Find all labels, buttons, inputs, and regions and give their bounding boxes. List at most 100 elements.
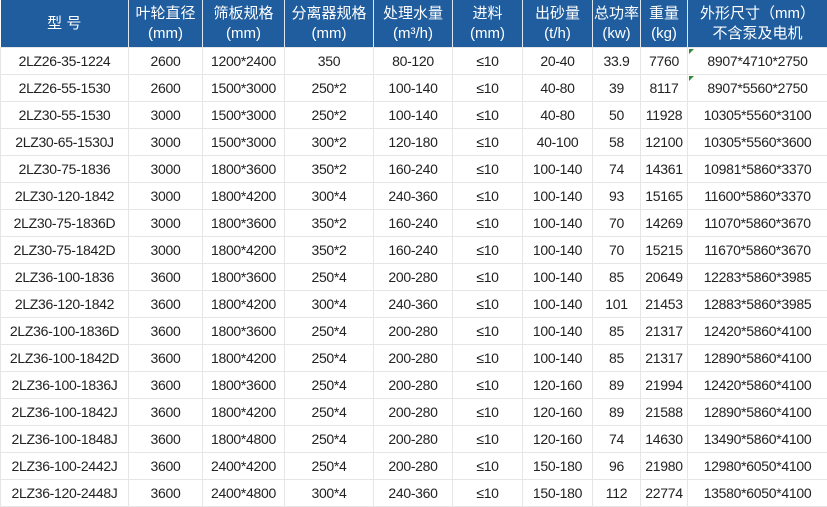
cell-feed-size: ≤10 — [453, 480, 523, 507]
cell-total-power: 112 — [593, 480, 641, 507]
cell-screen-size: 1800*4200 — [203, 183, 285, 210]
cell-water-capacity: 240-360 — [374, 480, 453, 507]
cell-model: 2LZ30-120-1842 — [1, 183, 129, 210]
table-header-row: 型 号叶轮直径(mm)筛板规格(mm)分离器规格(mm)处理水量(m³/h)进料… — [1, 0, 827, 48]
cell-model: 2LZ36-120-1842 — [1, 291, 129, 318]
cell-feed-size: ≤10 — [453, 426, 523, 453]
cell-total-power: 89 — [593, 399, 641, 426]
cell-separator-size: 250*2 — [285, 75, 374, 102]
cell-sand-output: 100-140 — [523, 210, 593, 237]
cell-feed-size: ≤10 — [453, 129, 523, 156]
cell-dimensions: 13490*5860*4100 — [688, 426, 827, 453]
column-header-line: 出砂量 — [523, 4, 592, 24]
cell-total-power: 93 — [593, 183, 641, 210]
cell-feed-size: ≤10 — [453, 318, 523, 345]
cell-sand-output: 100-140 — [523, 264, 593, 291]
cell-screen-size: 1800*4200 — [203, 237, 285, 264]
column-header-line: 外形尺寸（mm） — [688, 4, 827, 24]
cell-water-capacity: 240-360 — [374, 291, 453, 318]
column-header-feed-size: 进料(mm) — [453, 0, 523, 48]
cell-weight: 11928 — [641, 102, 688, 129]
cell-water-capacity: 160-240 — [374, 237, 453, 264]
cell-water-capacity: 200-280 — [374, 399, 453, 426]
cell-dimensions: 10305*5560*3600 — [688, 129, 827, 156]
cell-weight: 15165 — [641, 183, 688, 210]
column-header-screen-size: 筛板规格(mm) — [203, 0, 285, 48]
cell-separator-size: 250*4 — [285, 345, 374, 372]
cell-feed-size: ≤10 — [453, 183, 523, 210]
column-header-line: (kg) — [641, 24, 687, 44]
column-header-line: (mm) — [129, 24, 202, 44]
cell-screen-size: 1800*4200 — [203, 291, 285, 318]
cell-weight: 14269 — [641, 210, 688, 237]
cell-impeller-diameter: 3000 — [129, 156, 203, 183]
column-header-line: 不含泵及电机 — [688, 24, 827, 44]
cell-model: 2LZ36-100-1836J — [1, 372, 129, 399]
cell-sand-output: 150-180 — [523, 480, 593, 507]
cell-weight: 8117 — [641, 75, 688, 102]
cell-screen-size: 1800*4200 — [203, 345, 285, 372]
cell-screen-size: 1200*2400 — [203, 48, 285, 75]
cell-feed-size: ≤10 — [453, 291, 523, 318]
cell-model: 2LZ36-120-2448J — [1, 480, 129, 507]
cell-separator-size: 250*4 — [285, 264, 374, 291]
column-header-line: 总功率 — [593, 4, 640, 24]
column-header-line: 型 号 — [1, 14, 129, 34]
cell-model: 2LZ30-75-1842D — [1, 237, 129, 264]
cell-sand-output: 40-100 — [523, 129, 593, 156]
cell-feed-size: ≤10 — [453, 372, 523, 399]
cell-model: 2LZ36-100-1836D — [1, 318, 129, 345]
cell-model: 2LZ36-100-1842D — [1, 345, 129, 372]
cell-screen-size: 1500*3000 — [203, 129, 285, 156]
cell-sand-output: 100-140 — [523, 345, 593, 372]
cell-weight: 21980 — [641, 453, 688, 480]
column-header-line: (kw) — [593, 24, 640, 44]
cell-dimensions: 12420*5860*4100 — [688, 318, 827, 345]
cell-screen-size: 1800*4800 — [203, 426, 285, 453]
cell-separator-size: 300*2 — [285, 129, 374, 156]
cell-sand-output: 100-140 — [523, 237, 593, 264]
cell-total-power: 85 — [593, 318, 641, 345]
cell-impeller-diameter: 3600 — [129, 426, 203, 453]
cell-screen-size: 1800*3600 — [203, 156, 285, 183]
cell-separator-size: 350*2 — [285, 210, 374, 237]
cell-impeller-diameter: 3600 — [129, 453, 203, 480]
cell-dimensions: 11670*5860*3670 — [688, 237, 827, 264]
cell-separator-size: 300*4 — [285, 291, 374, 318]
cell-screen-size: 2400*4200 — [203, 453, 285, 480]
cell-impeller-diameter: 3600 — [129, 318, 203, 345]
column-header-line: 重量 — [641, 4, 687, 24]
cell-dimensions: 10305*5560*3100 — [688, 102, 827, 129]
cell-water-capacity: 100-140 — [374, 102, 453, 129]
cell-model: 2LZ30-65-1530J — [1, 129, 129, 156]
cell-impeller-diameter: 3000 — [129, 237, 203, 264]
cell-screen-size: 1500*3000 — [203, 75, 285, 102]
cell-feed-size: ≤10 — [453, 237, 523, 264]
column-header-total-power: 总功率(kw) — [593, 0, 641, 48]
cell-water-capacity: 120-180 — [374, 129, 453, 156]
column-header-line: (t/h) — [523, 24, 592, 44]
cell-water-capacity: 200-280 — [374, 264, 453, 291]
column-header-sand-output: 出砂量(t/h) — [523, 0, 593, 48]
column-header-line: 叶轮直径 — [129, 4, 202, 24]
cell-sand-output: 100-140 — [523, 291, 593, 318]
cell-screen-size: 1500*3000 — [203, 102, 285, 129]
cell-total-power: 101 — [593, 291, 641, 318]
cell-sand-output: 20-40 — [523, 48, 593, 75]
cell-dimensions: 8907*4710*2750 — [688, 48, 827, 75]
column-header-line: (mm) — [203, 24, 284, 44]
cell-sand-output: 40-80 — [523, 102, 593, 129]
cell-sand-output: 150-180 — [523, 453, 593, 480]
column-header-line: (mm) — [285, 24, 373, 44]
cell-model: 2LZ36-100-1848J — [1, 426, 129, 453]
cell-separator-size: 300*4 — [285, 183, 374, 210]
